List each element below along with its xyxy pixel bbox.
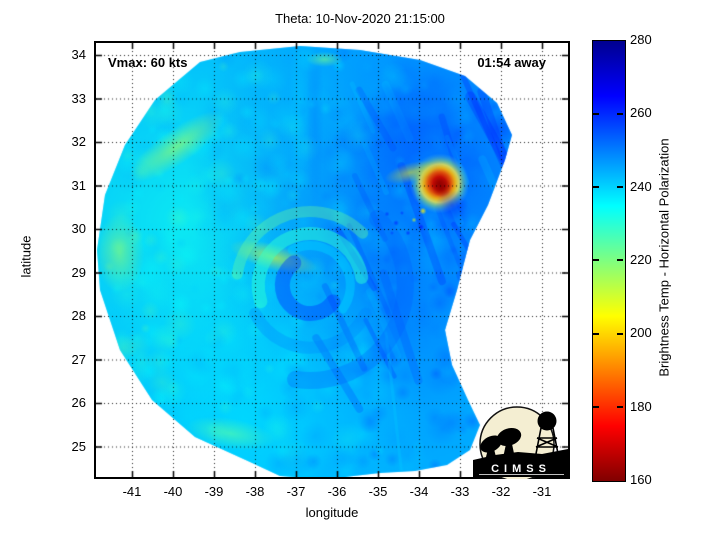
logo-text: CIMSS [491, 463, 551, 475]
colorbar-tick-label: 260 [630, 105, 652, 121]
colorbar-tick-label: 220 [630, 251, 652, 267]
colorbar-tick-mark [593, 112, 599, 115]
x-tick-label: -35 [368, 484, 388, 499]
logo-banner [473, 449, 568, 477]
colorbar-tick-mark [617, 332, 623, 335]
y-tick-label: 25 [71, 438, 86, 454]
x-tick-label: -32 [491, 484, 511, 499]
y-tick-label: 28 [71, 308, 86, 323]
colorbar-tick-mark [617, 406, 623, 409]
y-tick-label: 34 [71, 47, 86, 62]
water-tower-icon [534, 427, 560, 460]
x-tick-label: -33 [450, 484, 470, 499]
y-tick-label: 31 [71, 177, 86, 193]
page-title: Theta: 10-Nov-2020 21:15:00 [275, 11, 445, 26]
x-tick-label: -38 [245, 484, 265, 499]
colorbar-tick-label: 180 [630, 398, 652, 414]
y-tick-label: 26 [71, 395, 86, 410]
colorbar-tick-mark [617, 112, 623, 115]
colorbar-tick-label: 200 [630, 325, 652, 341]
x-tick-label: -31 [532, 484, 552, 499]
x-tick-label: -36 [327, 484, 347, 499]
colorbar-tick-mark [593, 186, 599, 189]
x-tick-label: -40 [163, 484, 183, 499]
brightness-temp-swath-image [96, 43, 568, 477]
colorbar-tick-mark [593, 332, 599, 335]
cimss-logo: CIMSS [473, 406, 568, 479]
water-tower-tank [537, 411, 557, 431]
x-tick-label: -37 [286, 484, 306, 499]
vmax-annotation: Vmax: 60 kts [108, 55, 188, 70]
x-tick-label: -34 [409, 484, 429, 499]
colorbar-tick-mark [617, 259, 623, 262]
map-plot-area: Vmax: 60 kts 01:54 away [94, 41, 570, 479]
y-axis-label: latitude [18, 235, 34, 278]
eta-annotation: 01:54 away [477, 55, 546, 70]
x-tick-label: -39 [204, 484, 224, 499]
y-tick-label: 27 [71, 351, 86, 367]
x-axis-label: longitude [305, 505, 359, 520]
colorbar-tick-mark [593, 406, 599, 409]
y-tick-label: 29 [71, 264, 86, 280]
x-tick-label: -41 [122, 484, 142, 499]
colorbar-tick-label: 160 [630, 471, 652, 487]
y-tick-label: 30 [71, 221, 86, 236]
colorbar-tick-label: 240 [630, 178, 652, 194]
colorbar-tick-mark [593, 259, 599, 262]
y-tick-label: 32 [71, 134, 86, 149]
colorbar-tick-mark [617, 186, 623, 189]
colorbar-tick-label: 280 [630, 32, 652, 47]
y-tick-label: 33 [71, 90, 86, 106]
